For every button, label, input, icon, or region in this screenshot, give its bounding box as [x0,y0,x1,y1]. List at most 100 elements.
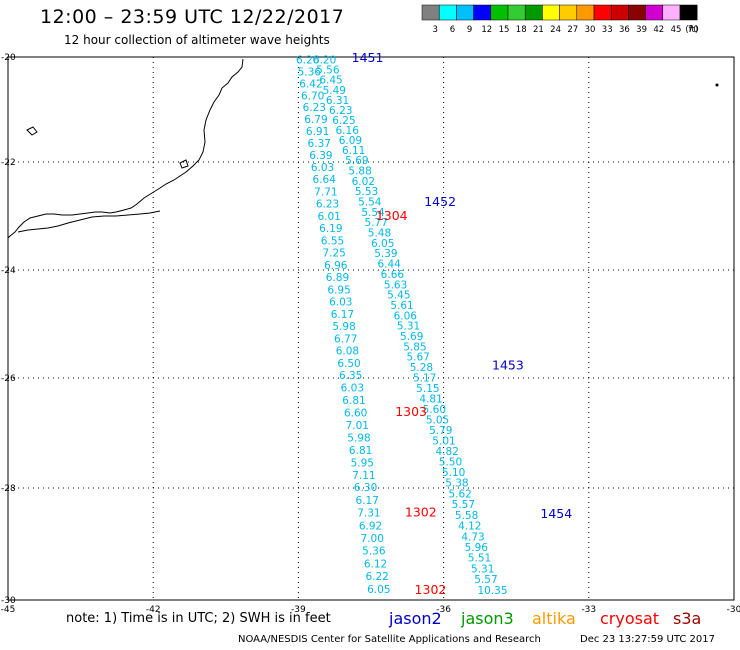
colorbar-tick-label: 27 [567,25,578,35]
wave-height-value: 5.53 [355,186,378,198]
map-frame [7,56,735,601]
latitude-tick-label: -26 [1,374,16,384]
wave-height-value: 7.00 [361,533,384,545]
wave-height-value: 7.01 [346,420,369,432]
pass-number-label: 1304 [376,208,408,223]
wave-height-value: 4.82 [436,446,459,458]
longitude-tick-label: -36 [436,605,451,615]
wave-height-value: 6.17 [356,495,379,507]
wave-height-value: 6.91 [306,126,329,138]
colorbar-swatch [628,4,646,21]
mission-label: jason2 [389,609,442,628]
wave-height-value: 5.17 [413,372,436,384]
wave-height-value: 6.89 [326,272,349,284]
colorbar-tick-label: 21 [533,25,544,35]
wave-height-value: 5.39 [374,248,397,260]
pass-number-label: 1451 [352,50,384,65]
wave-height-value: 6.11 [342,145,365,157]
wave-height-value: 5.10 [442,467,465,479]
colorbar-tick-label: 15 [499,25,510,35]
wave-height-value: 4.73 [461,531,484,543]
wave-height-value: 6.17 [331,309,354,321]
latitude-tick-label: -30 [1,596,16,606]
wave-height-value: 6.03 [341,382,364,394]
colorbar-swatch [438,4,457,21]
colorbar-swatch [559,4,578,21]
wave-height-value: 6.03 [329,297,352,309]
wave-height-value: 6.95 [327,284,350,296]
colorbar-tick-label: 24 [550,25,561,35]
wave-height-value: 6.23 [316,199,339,211]
wave-height-value: 6.23 [303,102,326,114]
wave-height-value: 5.54 [361,207,385,219]
colorbar-swatch [456,4,474,21]
wave-height-value: 5.98 [332,321,355,333]
pass-number-label: 1452 [424,194,456,209]
colorbar-tick-label: 36 [619,25,630,35]
wave-height-value: 6.70 [301,90,324,102]
colorbar-tick-label: 42 [653,25,664,35]
latitude-tick-label: -28 [1,484,16,494]
colorbar-swatch [576,4,595,21]
colorbar-swatch [662,4,681,21]
wave-height-value: 6.81 [342,395,365,407]
colorbar-swatch [421,4,440,21]
wave-height-value: 5.62 [448,488,471,500]
wave-height-value: 6.92 [359,520,382,532]
wave-height-value: 10.35 [477,585,507,597]
wave-height-value: 6.42 [299,78,322,90]
coastline-inlet [17,210,161,233]
longitude-tick-label: -33 [581,605,596,615]
colorbar-tick-label: 45 [671,25,682,35]
pass-number-label: 1454 [540,506,572,521]
mission-label: jason3 [461,609,514,628]
colorbar-tick-label: 70 [688,25,699,35]
island-icon [715,83,719,87]
wave-height-value: 5.56 [316,65,340,77]
wave-height-value: 5.77 [365,217,388,229]
wave-height-value: 6.39 [309,150,332,162]
wave-height-value: 5.88 [348,165,371,177]
wave-height-value: 5.96 [465,542,489,554]
colorbar-swatch [507,4,526,21]
wave-height-value: 7.11 [352,470,375,482]
latitude-tick-label: -20 [1,53,16,63]
colorbar-swatch [645,4,664,21]
wave-height-value: 6.31 [326,95,349,107]
mission-label: cryosat [600,609,660,628]
colorbar-swatch [679,4,698,21]
wave-height-value: 5.60 [423,404,446,416]
wave-height-value: 6.81 [349,445,372,457]
colorbar-tick-label: 30 [585,25,596,35]
wave-height-value: 5.57 [452,499,475,511]
wave-height-value: 5.50 [439,457,462,469]
wave-height-value: 5.79 [429,425,452,437]
wave-height-value: 6.79 [304,114,327,126]
wave-height-value: 6.12 [364,558,387,570]
wave-height-value: 6.05 [367,584,390,596]
wave-height-value: 6.08 [336,346,359,358]
pass-number-label: 1302 [405,505,437,520]
wave-height-value: 4.81 [419,393,442,405]
wave-height-value: 6.30 [354,482,377,494]
mission-label: s3a [673,609,702,628]
wave-height-value: 6.19 [319,223,342,235]
footer-note: note: 1) Time is in UTC; 2) SWH is in fe… [66,611,331,626]
wave-height-value: 6.45 [319,75,342,87]
wave-height-value: 6.25 [332,115,355,127]
pass-number-label: 1453 [492,358,524,373]
wave-height-value: 6.64 [313,174,337,186]
island-icon [179,159,189,169]
wave-height-value: 5.57 [474,574,497,586]
wave-height-value: 5.54 [358,197,382,209]
wave-height-value: 7.31 [357,508,380,520]
wave-height-value: 5.28 [410,362,433,374]
wave-height-value: 6.55 [321,235,344,247]
wave-height-value: 5.36 [362,546,386,558]
colorbar-tick-label: 39 [636,25,647,35]
wave-height-value: 6.50 [337,358,360,370]
colorbar: 3 6 9 12 15 18 21 24 27 30 33 36 39 42 45 70(ft) [421,4,699,35]
wave-height-value: 6.77 [334,333,357,345]
wave-height-value: 5.51 [468,553,491,565]
